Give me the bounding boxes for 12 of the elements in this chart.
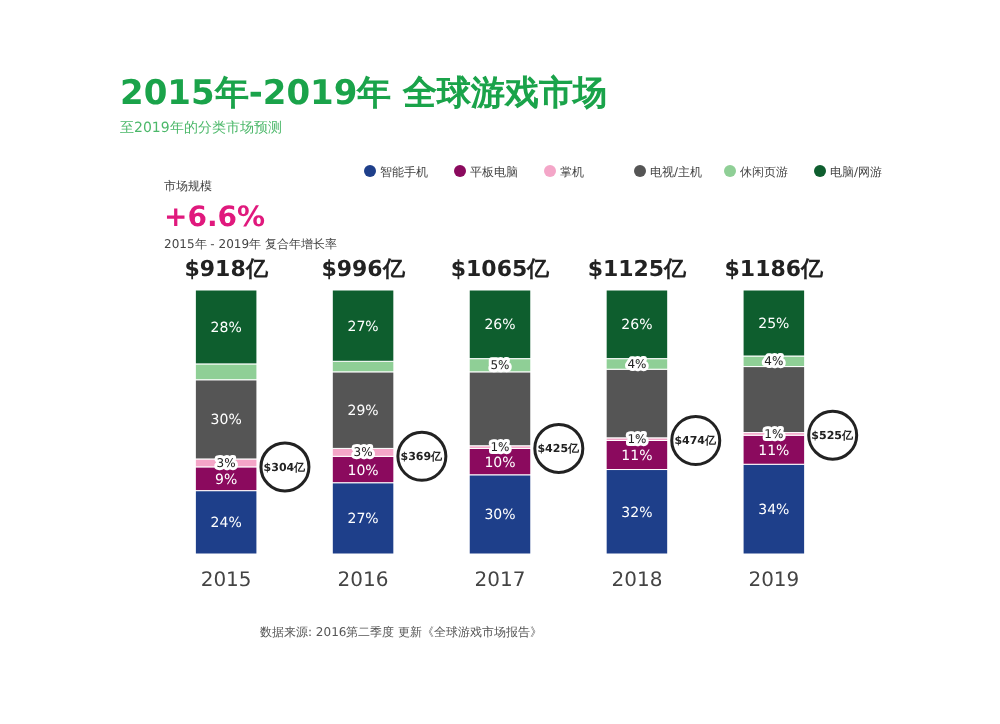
annotation: $996亿 [321,256,407,282]
chart-title: 2015年-2019年 全球游戏市场 [120,74,608,114]
x-tick-label: 2017 [474,570,526,592]
x-tick-label: 2015 [200,570,252,592]
annotation: $918亿 [184,256,270,282]
annotation: $1186亿 [724,256,826,282]
annotation: $1065亿 [450,256,552,282]
x-tick-label: 2016 [337,570,389,592]
x-tick-label: 2019 [748,570,800,592]
x-tick-label: 2018 [611,570,663,592]
text: +6.6% [164,202,266,234]
annotation: $1125亿 [587,256,689,282]
